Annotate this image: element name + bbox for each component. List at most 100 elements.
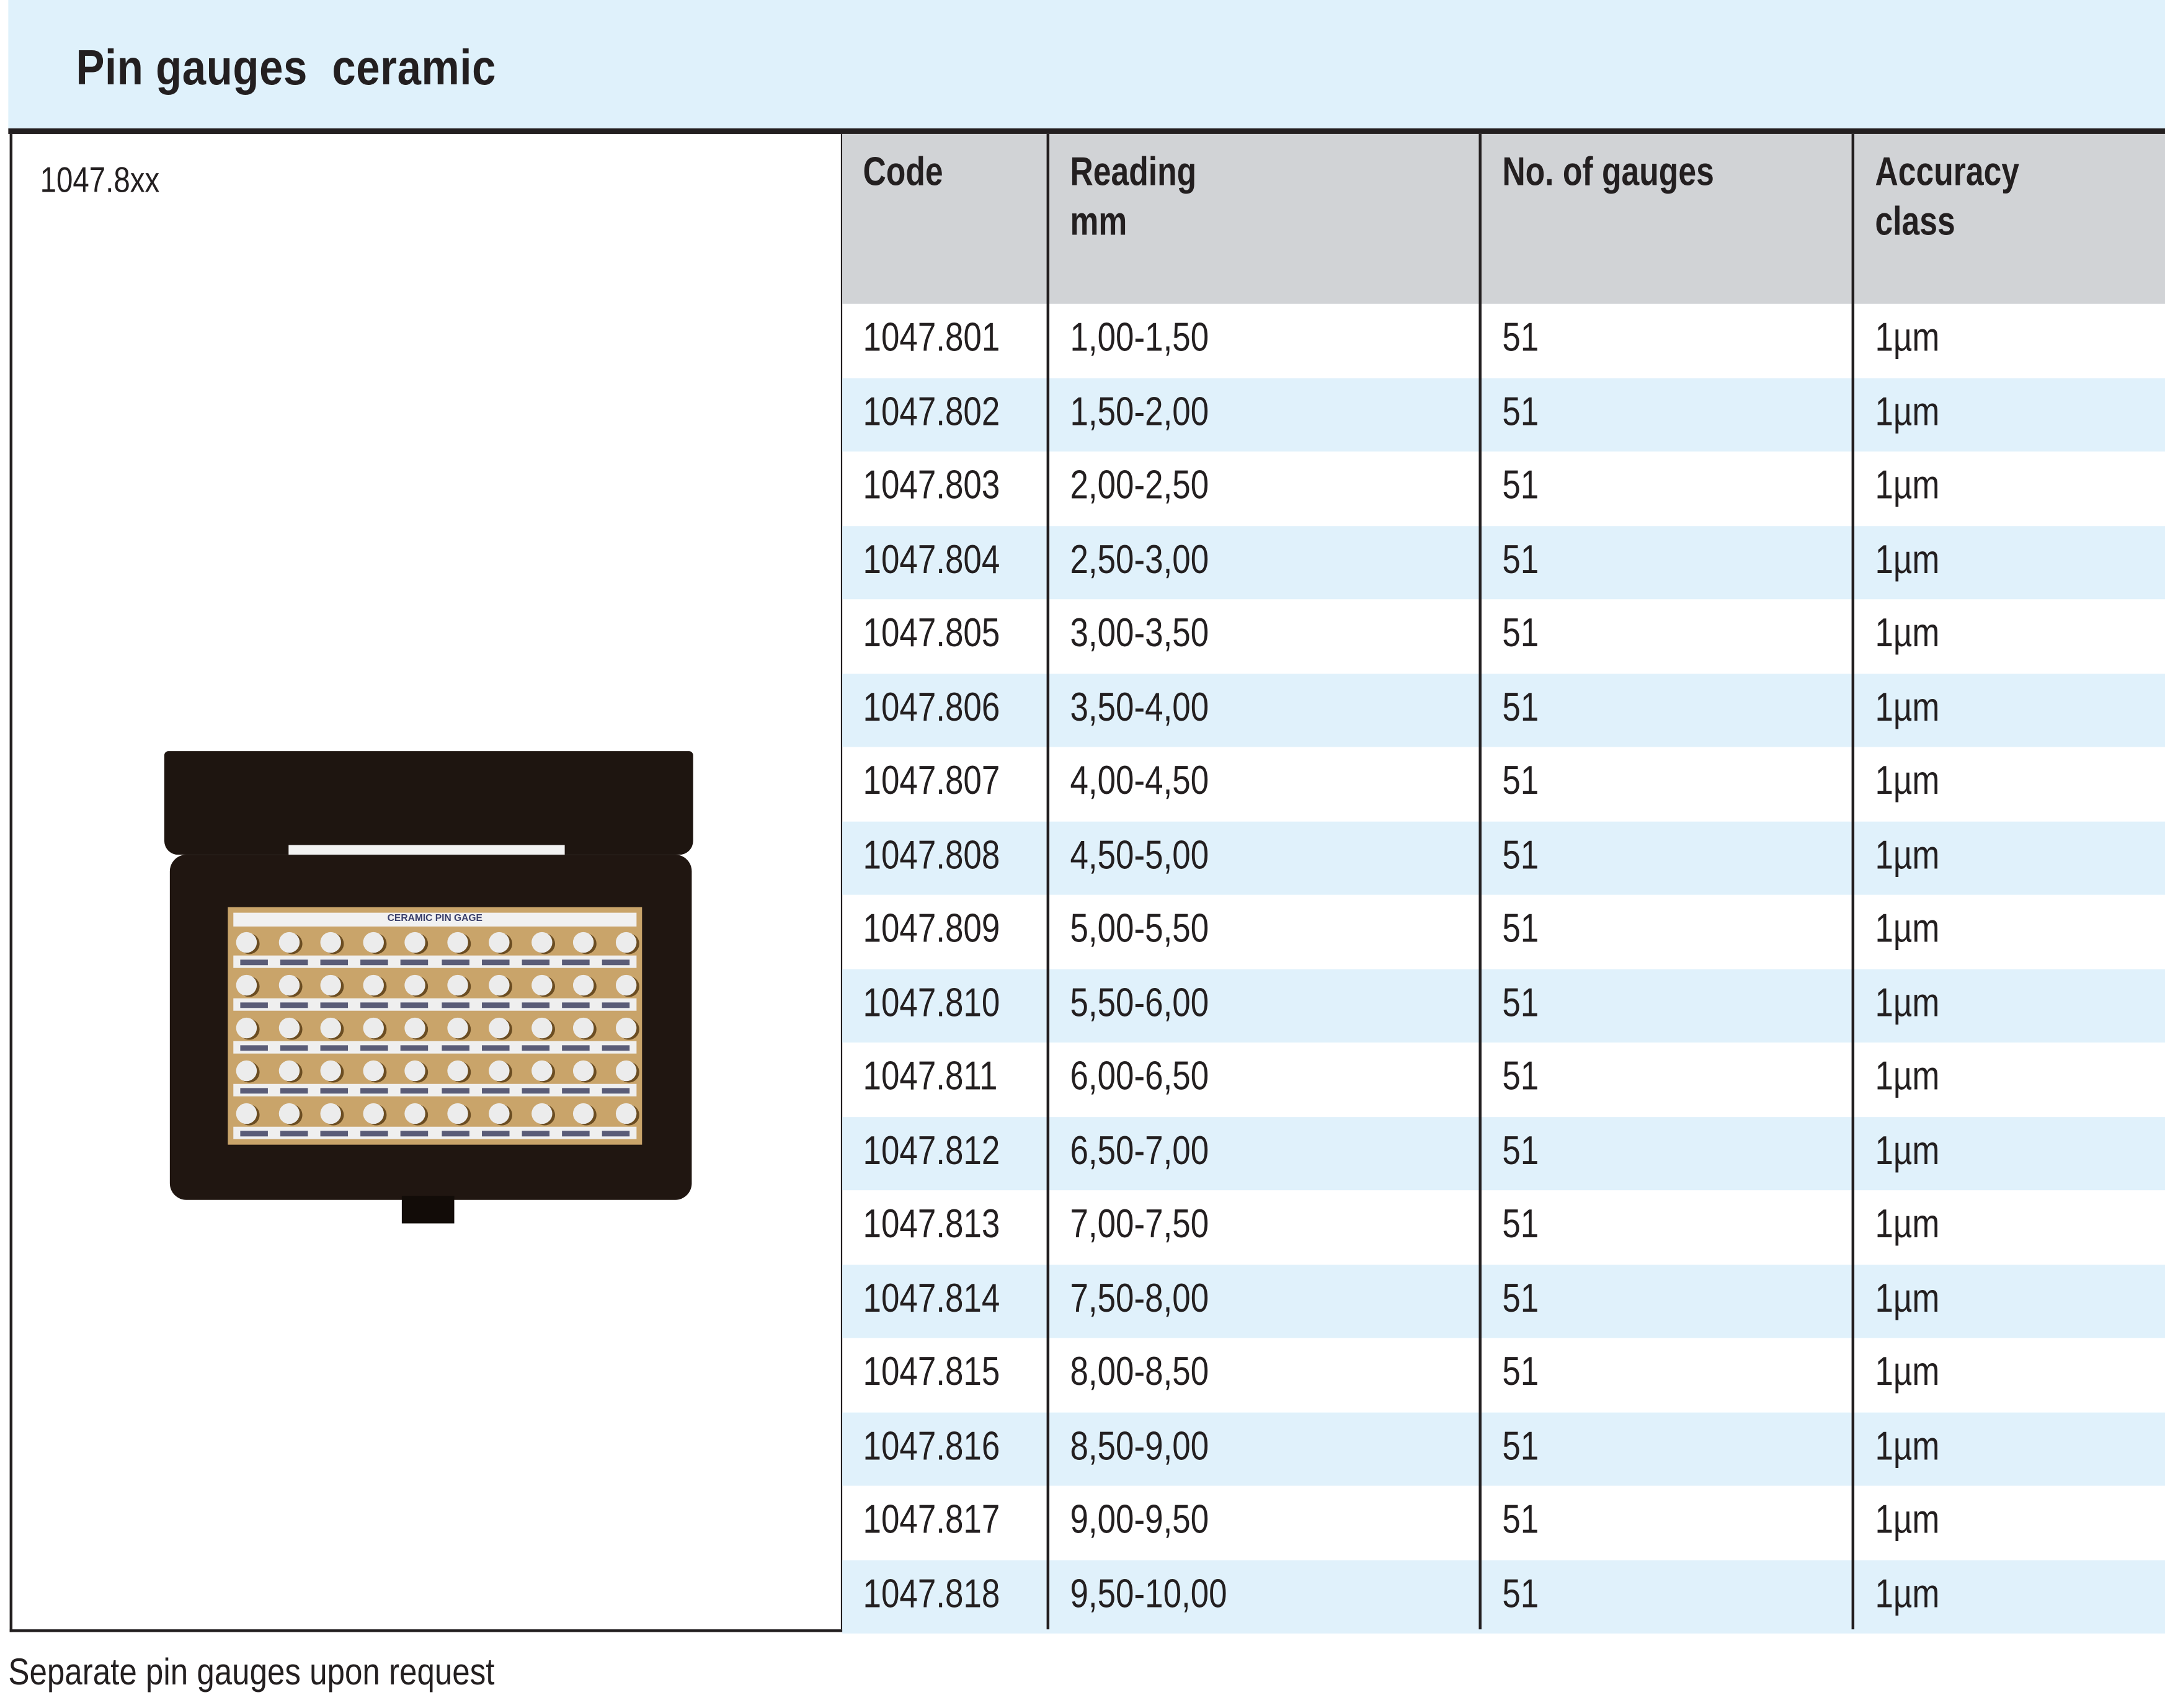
size-label [280, 1130, 308, 1136]
size-label [239, 1002, 268, 1008]
pin [531, 932, 553, 953]
size-label [481, 1087, 509, 1093]
size-label [562, 1087, 590, 1093]
table-row: 1047.815 8,00-8,50 51 1µm [842, 1338, 2165, 1412]
pin [615, 1103, 637, 1124]
cell-no-of-gauges: 51 [1502, 1276, 1539, 1321]
cell-reading: 7,50-8,00 [1070, 1276, 1209, 1321]
size-label [280, 959, 308, 965]
size-label [441, 1044, 469, 1051]
cell-no-of-gauges: 51 [1502, 1203, 1539, 1247]
pin [447, 932, 468, 953]
title-band [8, 0, 2165, 129]
size-label-strip [233, 1126, 637, 1139]
size-label [320, 1002, 348, 1008]
cell-no-of-gauges: 51 [1502, 685, 1539, 730]
pin [573, 1017, 595, 1039]
cell-accuracy-class: 1µm [1875, 981, 1940, 1026]
size-label [562, 959, 590, 965]
cell-no-of-gauges: 51 [1502, 612, 1539, 656]
pin [362, 1060, 384, 1082]
table-row: 1047.810 5,50-6,00 51 1µm [842, 968, 2165, 1043]
cell-no-of-gauges: 51 [1502, 1054, 1539, 1100]
pin [531, 1060, 553, 1082]
cell-code: 1047.810 [863, 981, 1000, 1026]
header-code: Code [863, 150, 943, 195]
pin [447, 974, 468, 996]
size-label [522, 959, 549, 965]
size-label [481, 1002, 509, 1008]
size-label [562, 1044, 590, 1051]
cell-reading: 5,50-6,00 [1070, 981, 1209, 1026]
table-row: 1047.817 9,00-9,50 51 1µm [842, 1486, 2165, 1560]
cell-no-of-gauges: 51 [1502, 1424, 1539, 1469]
size-label [320, 1087, 348, 1093]
cell-accuracy-class: 1µm [1875, 1276, 1940, 1321]
size-label [320, 1130, 348, 1136]
size-label [522, 1130, 549, 1136]
table-row: 1047.807 4,00-4,50 51 1µm [842, 747, 2165, 821]
pin [615, 1060, 637, 1082]
cell-accuracy-class: 1µm [1875, 1054, 1940, 1100]
size-label [239, 1044, 268, 1051]
cell-accuracy-class: 1µm [1875, 1498, 1940, 1542]
cell-code: 1047.812 [863, 1129, 1000, 1173]
size-label [360, 1130, 388, 1136]
header-accuracy-class: Accuracy class [1875, 150, 2020, 245]
size-label [441, 1002, 469, 1008]
size-label [562, 1130, 590, 1136]
size-label-strip [233, 1083, 637, 1096]
cell-code: 1047.817 [863, 1498, 1000, 1542]
table-row: 1047.814 7,50-8,00 51 1µm [842, 1264, 2165, 1338]
pin [489, 974, 510, 996]
cell-accuracy-class: 1µm [1875, 1350, 1940, 1395]
cell-reading: 4,00-4,50 [1070, 759, 1209, 804]
cell-accuracy-class: 1µm [1875, 1203, 1940, 1247]
table-row: 1047.804 2,50-3,00 51 1µm [842, 525, 2165, 600]
pin [447, 1017, 468, 1039]
header-reading: Reading mm [1070, 150, 1197, 245]
size-label [360, 1002, 388, 1008]
cell-reading: 1,00-1,50 [1070, 316, 1209, 361]
cell-code: 1047.802 [863, 389, 1000, 435]
cell-accuracy-class: 1µm [1875, 1129, 1940, 1173]
cell-no-of-gauges: 51 [1502, 1498, 1539, 1542]
pin [362, 1103, 384, 1124]
table-row: 1047.806 3,50-4,00 51 1µm [842, 673, 2165, 747]
size-label [280, 1087, 308, 1093]
column-divider [1478, 133, 1481, 1630]
case-lid [164, 751, 693, 855]
case-base: CERAMIC PIN GAGE [169, 855, 692, 1200]
size-label [320, 959, 348, 965]
cell-accuracy-class: 1µm [1875, 464, 1940, 509]
pin [236, 932, 257, 953]
pin-row [236, 1103, 637, 1124]
product-panel: 1047.8xx CERAMIC PIN GAGE [12, 133, 843, 1630]
cell-accuracy-class: 1µm [1875, 685, 1940, 730]
cell-accuracy-class: 1µm [1875, 907, 1940, 951]
case-handle [401, 1196, 455, 1224]
cell-reading: 3,50-4,00 [1070, 685, 1209, 730]
cell-reading: 2,50-3,00 [1070, 538, 1209, 582]
table-row: 1047.818 9,50-10,00 51 1µm [842, 1559, 2165, 1634]
pin [447, 1103, 468, 1124]
pin [447, 1060, 468, 1082]
pin-row [236, 974, 637, 996]
cell-code: 1047.805 [863, 612, 1000, 656]
cell-no-of-gauges: 51 [1502, 538, 1539, 582]
size-label [360, 1087, 388, 1093]
cell-reading: 9,00-9,50 [1070, 1498, 1209, 1542]
size-label [280, 1044, 308, 1051]
size-label [360, 959, 388, 965]
size-label-strip [233, 955, 637, 968]
table-header: Code Reading mm No. of gauges Accuracy c… [842, 133, 2165, 304]
cell-accuracy-class: 1µm [1875, 316, 1940, 361]
pin [320, 1060, 342, 1082]
size-label [360, 1044, 388, 1051]
pin [278, 932, 300, 953]
cell-reading: 7,00-7,50 [1070, 1203, 1209, 1247]
table-row: 1047.805 3,00-3,50 51 1µm [842, 599, 2165, 673]
size-label [401, 1087, 429, 1093]
table-row: 1047.801 1,00-1,50 51 1µm [842, 304, 2165, 378]
pin [404, 974, 426, 996]
